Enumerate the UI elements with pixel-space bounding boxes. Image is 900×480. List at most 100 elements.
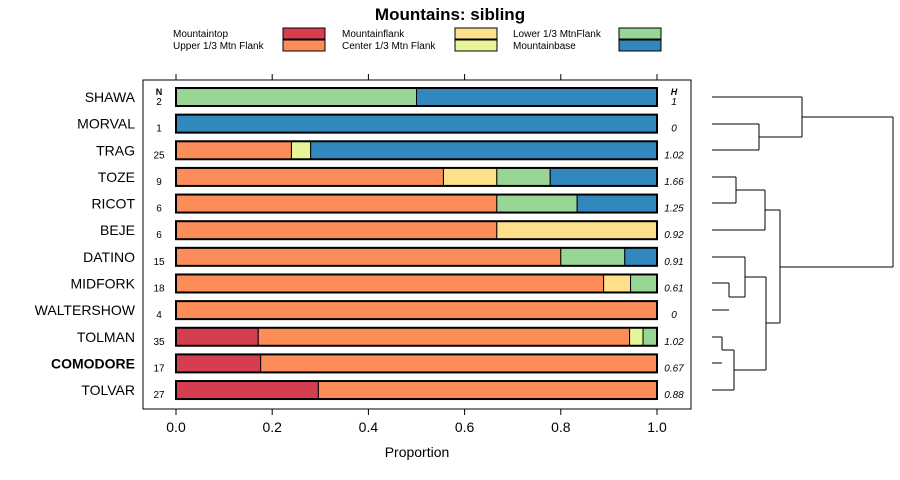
h-value: 0.91 (664, 257, 683, 268)
legend-swatch (454, 27, 498, 40)
h-value: 0.92 (664, 230, 684, 241)
h-value: 1.25 (664, 204, 684, 215)
category-label: BEJE (100, 222, 135, 238)
category-labels: SHAWA MORVAL TRAG TOZE RICOT BEJE DATINO MIDFOR… (35, 89, 136, 398)
bar-segment (175, 220, 498, 240)
bar-outline (175, 273, 658, 294)
bar-segment (175, 247, 562, 267)
bar-outline (175, 113, 658, 134)
legend-label: Lower 1/3 MtnFlank (513, 29, 602, 40)
legend-swatch (282, 27, 326, 40)
legend-label: Mountainflank (342, 29, 405, 40)
category-label: WALTERSHOW (35, 302, 136, 318)
h-value: 1.02 (664, 337, 684, 348)
category-label: TOLMAN (77, 329, 135, 345)
dendrogram (712, 96, 894, 391)
category-label: DATINO (83, 249, 135, 265)
x-tick-label: 1.0 (647, 419, 667, 435)
h-value: 0 (671, 310, 677, 321)
h-value: 0 (671, 124, 677, 135)
bar-segment (175, 194, 498, 214)
bar-segment (175, 167, 444, 187)
x-tick-label: 0.0 (166, 419, 186, 435)
bar-outline (175, 166, 658, 187)
bar-outline (175, 380, 658, 401)
legend-swatch (618, 27, 662, 40)
bar-segment (175, 380, 319, 400)
n-column-header: N (156, 87, 163, 97)
x-axis-label: Proportion (385, 444, 450, 460)
n-value: 18 (153, 283, 165, 294)
bar-segment (175, 300, 658, 320)
bar-segment (496, 220, 658, 240)
n-value: 6 (156, 204, 162, 215)
h-values: 1 0 1.02 1.66 1.25 0.92 0.91 0.61 0 1.02 0.67 0.88 (664, 97, 684, 401)
bar-segment (260, 353, 658, 373)
bar-segment (603, 273, 632, 293)
dendrogram-branch (712, 256, 766, 311)
n-value: 27 (153, 390, 165, 401)
bar-outline (175, 353, 658, 374)
bar-segment (629, 327, 644, 347)
dendrogram-branch (712, 96, 893, 151)
bar-segment (175, 273, 605, 293)
legend-label: Center 1/3 Mtn Flank (342, 41, 436, 52)
bar-segment (630, 273, 658, 293)
n-value: 15 (153, 257, 165, 268)
bar-segment (175, 87, 417, 107)
bar-segment (290, 140, 312, 160)
n-value: 4 (156, 310, 162, 321)
n-value: 35 (153, 337, 165, 348)
h-value: 0.67 (664, 363, 684, 374)
n-value: 2 (156, 97, 162, 108)
n-value: 6 (156, 230, 162, 241)
bar-segment (257, 327, 631, 347)
h-value: 1 (671, 97, 677, 108)
bar-segment (560, 247, 626, 267)
bar-segment (175, 327, 259, 347)
dendrogram-branch (712, 176, 780, 231)
bar-segment (642, 327, 658, 347)
bar-segment (175, 114, 658, 134)
category-label: MIDFORK (70, 275, 135, 291)
bar-segment (576, 194, 658, 214)
x-tick-label: 0.4 (359, 419, 379, 435)
h-value: 0.61 (664, 283, 683, 294)
h-value: 1.02 (664, 150, 684, 161)
bar-segment (442, 167, 498, 187)
n-value: 25 (153, 150, 165, 161)
category-label: RICOT (91, 196, 135, 212)
bar-outline (175, 246, 658, 267)
bar-segment (496, 194, 578, 214)
h-value: 1.66 (664, 177, 684, 188)
legend-label: Mountaintop (173, 29, 228, 40)
legend-swatch (454, 39, 498, 52)
bar-segments (175, 87, 658, 401)
dendrogram-branch (712, 117, 894, 391)
legend-swatch (618, 39, 662, 52)
bar-segment (317, 380, 658, 400)
legend-label: Mountainbase (513, 41, 576, 52)
category-label: SHAWA (85, 89, 136, 105)
category-label: TOZE (98, 169, 135, 185)
bar-segment (310, 140, 658, 160)
chart-title: Mountains: sibling (375, 5, 525, 24)
bar-segment (175, 353, 262, 373)
bar-outline (175, 140, 658, 161)
x-axis: 0.0 0.2 0.4 0.6 0.8 1.0 (166, 74, 667, 435)
h-column-header: H (671, 87, 678, 97)
x-tick-label: 0.2 (262, 419, 282, 435)
bar-outline (175, 220, 658, 241)
n-value: 17 (153, 363, 165, 374)
n-value: 1 (156, 124, 162, 135)
category-label: TOLVAR (81, 382, 135, 398)
bar-outline (175, 87, 658, 107)
plot-frame (142, 79, 692, 410)
category-label: MORVAL (77, 116, 135, 132)
bar-segment (175, 140, 292, 160)
category-label: TRAG (96, 142, 135, 158)
x-tick-label: 0.8 (551, 419, 571, 435)
bar-outline (175, 300, 658, 321)
